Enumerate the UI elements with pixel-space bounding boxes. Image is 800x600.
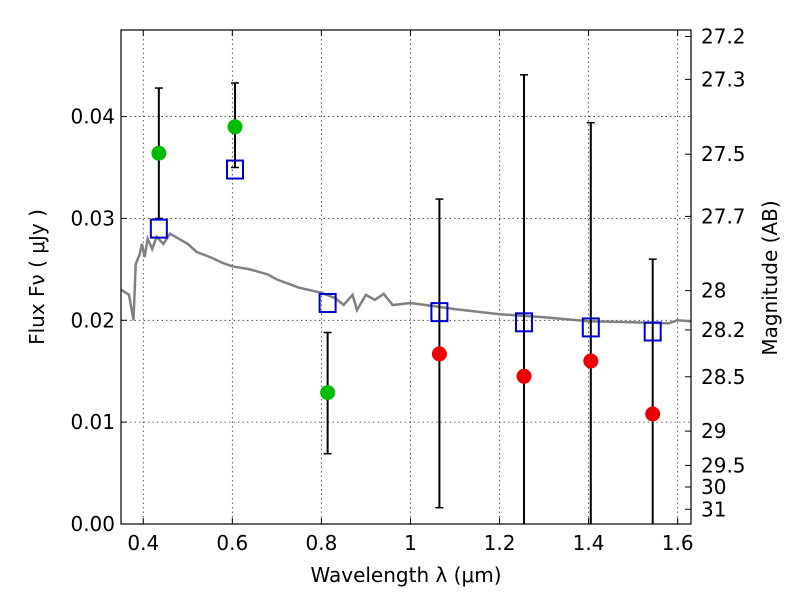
y-tick-label: 0.02 — [70, 308, 115, 332]
x-axis-label: Wavelength λ (μm) — [310, 563, 501, 587]
magnitude-tick-label: 27.2 — [701, 24, 746, 48]
magnitude-tick-label: 27.7 — [701, 204, 746, 228]
model-square-point — [318, 292, 337, 313]
flux-point — [431, 346, 447, 362]
y-tick-label: 0.03 — [70, 206, 115, 230]
flux-point — [583, 353, 599, 369]
y2-axis-label: Magnitude (AB) — [758, 200, 782, 355]
y-tick-label: 0.01 — [70, 410, 115, 434]
model-photometry-points — [149, 159, 662, 342]
x-tick-label: 0.6 — [216, 531, 248, 555]
x-tick-label: 0.4 — [127, 531, 159, 555]
y-axis-label: Flux Fν ( μJy ) — [25, 209, 49, 345]
x-tick-label: 1.4 — [573, 531, 605, 555]
magnitude-tick-label: 29 — [701, 419, 726, 443]
model-square-point — [515, 312, 534, 333]
model-spectrum — [120, 232, 692, 325]
model-square-point — [643, 321, 662, 342]
magnitude-tick-label: 28.5 — [701, 365, 746, 389]
magnitude-tick-label: 27.5 — [701, 142, 746, 166]
magnitude-tick-label: 28 — [701, 279, 726, 303]
axis-ticks: 0.4 0.6 0.8 1 1.2 1.4 1.6 0.00 0.01 0.02 0.03 0.04 2… — [70, 24, 745, 555]
grid — [121, 30, 691, 525]
model-square-point — [226, 159, 244, 180]
model-square-point — [430, 302, 449, 323]
magnitude-tick-label: 31 — [701, 497, 726, 521]
magnitude-tick-label: 27.3 — [701, 67, 746, 91]
flux-point — [320, 385, 336, 401]
x-tick-label: 0.8 — [305, 531, 337, 555]
model-square-point — [149, 218, 168, 239]
magnitude-tick-label: 28.2 — [701, 318, 746, 342]
y-tick-label: 0.00 — [70, 512, 115, 536]
flux-point — [227, 119, 243, 135]
error-bars — [154, 74, 657, 524]
flux-point — [516, 368, 532, 384]
y-tick-label: 0.04 — [70, 105, 115, 129]
spectrum-line — [120, 232, 692, 325]
observed-flux-points — [151, 119, 661, 422]
plot-frame — [120, 29, 692, 525]
x-tick-label: 1.2 — [484, 531, 516, 555]
x-tick-label: 1 — [404, 531, 417, 555]
magnitude-tick-label: 30 — [701, 475, 726, 499]
flux-point — [151, 145, 167, 161]
flux-point — [645, 406, 661, 422]
model-square-point — [581, 317, 600, 338]
x-tick-label: 1.6 — [662, 531, 694, 555]
magnitude-tick-label: 29.5 — [701, 453, 746, 477]
